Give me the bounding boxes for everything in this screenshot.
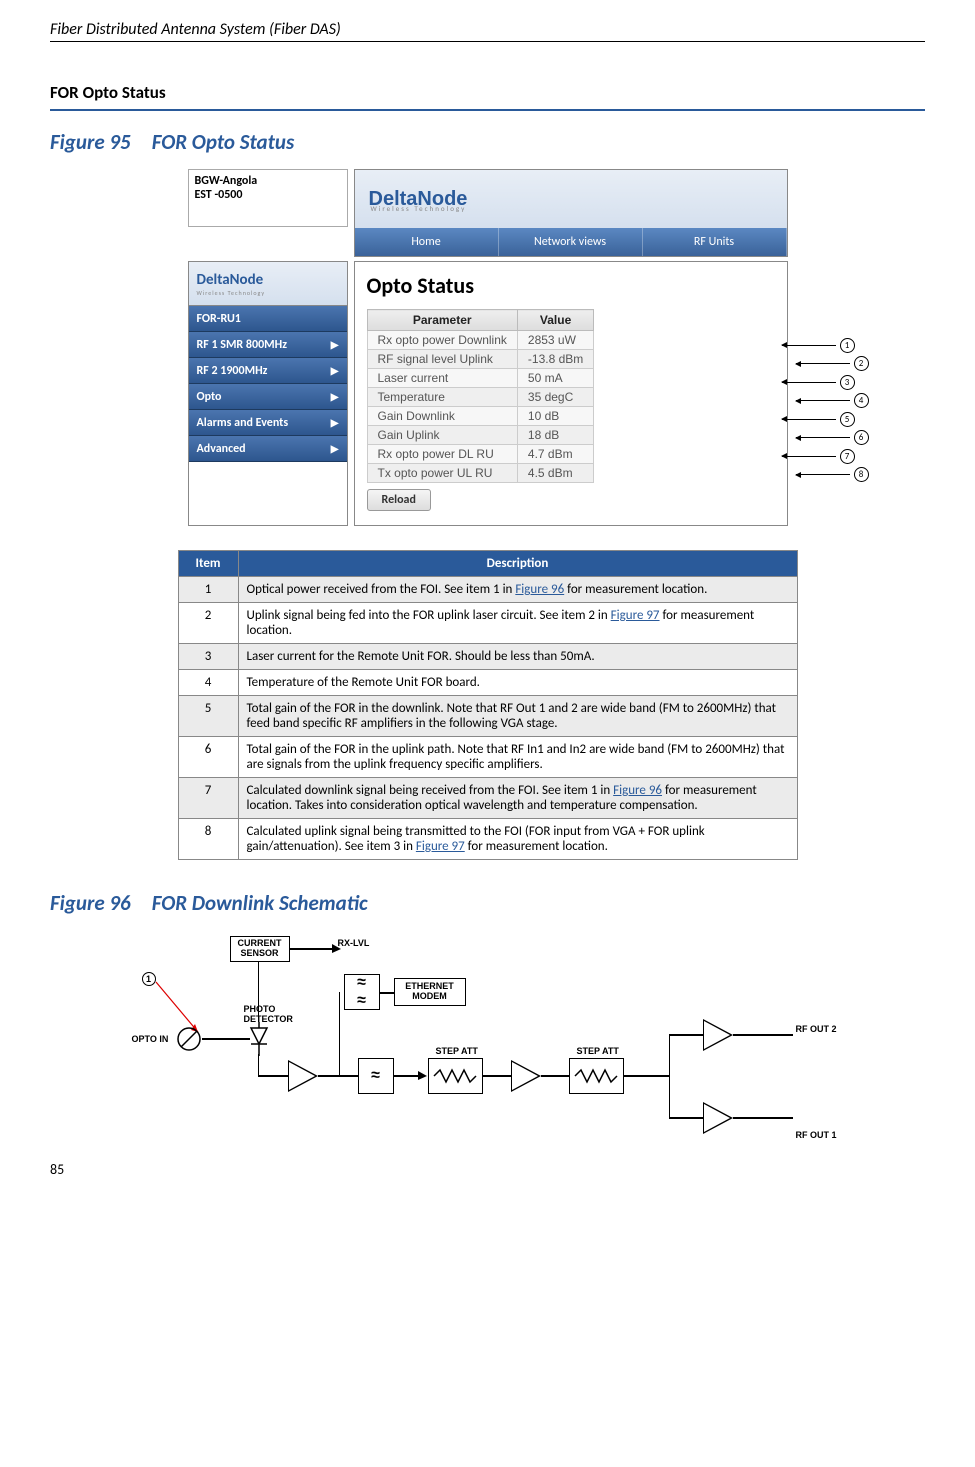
table-row: Tx opto power UL RU4.5 dBm <box>367 464 594 483</box>
table-row: Gain Downlink10 dB <box>367 407 594 426</box>
screenshot-region: BGW-Angola EST -0500 DeltaNode Wireless … <box>188 169 788 526</box>
table-row: 2Uplink signal being fed into the FOR up… <box>178 603 797 644</box>
sidebar-logo: DeltaNode Wireless Technology <box>189 262 347 306</box>
ethernet-modem-box: ETHERNET MODEM <box>394 978 466 1006</box>
rx-lvl-label: RX-LVL <box>338 938 370 948</box>
clock-line2: EST -0500 <box>195 188 341 202</box>
table-row: 3Laser current for the Remote Unit FOR. … <box>178 644 797 670</box>
callout: 2 <box>796 355 869 374</box>
nav-network[interactable]: Network views <box>499 228 643 256</box>
col-parameter: Parameter <box>367 310 517 331</box>
table-row: 5Total gain of the FOR in the downlink. … <box>178 696 797 737</box>
clock-box: BGW-Angola EST -0500 <box>188 169 348 227</box>
rf-out-2-label: RF OUT 2 <box>796 1024 837 1034</box>
panel-title: Opto Status <box>367 272 775 299</box>
schematic: 1 OPTO IN PHOTO DETECTOR CURRENT SENSOR … <box>128 930 848 1160</box>
rf-out-1-label: RF OUT 1 <box>796 1130 837 1140</box>
reload-button[interactable]: Reload <box>367 489 431 511</box>
sidebar-item[interactable]: RF 1 SMR 800MHz▶ <box>189 332 347 358</box>
callout: 3 <box>782 373 869 392</box>
table-row: 1Optical power received from the FOI. Se… <box>178 577 797 603</box>
clock-line1: BGW-Angola <box>195 174 341 188</box>
filter-lower: ≈ <box>358 1058 394 1094</box>
sidebar-logo-sub: Wireless Technology <box>197 289 347 297</box>
step-att-2 <box>569 1058 624 1094</box>
table-row: 4Temperature of the Remote Unit FOR boar… <box>178 670 797 696</box>
nav-rf[interactable]: RF Units <box>643 228 787 256</box>
figure-link[interactable]: Figure 96 <box>613 783 662 798</box>
filter-upper: ≈≈ <box>344 974 380 1010</box>
logo-sub: Wireless Technology <box>371 204 467 213</box>
col-value: Value <box>517 310 593 331</box>
figure-link[interactable]: Figure 96 <box>515 582 564 597</box>
callout: 1 <box>782 336 869 355</box>
page-number: 85 <box>50 1161 64 1178</box>
opto-in-label: OPTO IN <box>132 1034 169 1044</box>
table-row: 7Calculated downlink signal being receiv… <box>178 778 797 819</box>
table-row: Rx opto power DL RU4.7 dBm <box>367 445 594 464</box>
doc-title: Fiber Distributed Antenna System (Fiber … <box>50 20 925 42</box>
step-att-2-label: STEP ATT <box>577 1046 619 1056</box>
figure-link[interactable]: Figure 97 <box>416 839 465 854</box>
sidebar-item[interactable]: Opto▶ <box>189 384 347 410</box>
callout: 6 <box>796 429 869 448</box>
banner: DeltaNode Wireless Technology <box>355 170 787 228</box>
description-table: Item Description 1Optical power received… <box>178 550 798 860</box>
sidebar-item[interactable]: Alarms and Events▶ <box>189 410 347 436</box>
main-panel: Opto Status Parameter Value Rx opto powe… <box>354 261 788 526</box>
figure-96-caption: Figure 96 FOR Downlink Schematic <box>50 890 925 916</box>
callout: 8 <box>796 466 869 485</box>
callout: 7 <box>782 447 869 466</box>
section-header: FOR Opto Status <box>50 82 925 111</box>
step-att-1-label: STEP ATT <box>436 1046 478 1056</box>
callout: 5 <box>782 410 869 429</box>
marker-num: 1 <box>146 974 151 984</box>
sidebar-item[interactable]: Advanced▶ <box>189 436 347 462</box>
step-att-1 <box>428 1058 483 1094</box>
table-row: Temperature35 degC <box>367 388 594 407</box>
nav-home[interactable]: Home <box>355 228 499 256</box>
photo-detector-label: PHOTO DETECTOR <box>244 1004 293 1024</box>
table-row: 6Total gain of the FOR in the uplink pat… <box>178 737 797 778</box>
desc-col-item: Item <box>178 551 238 577</box>
table-row: Gain Uplink18 dB <box>367 426 594 445</box>
table-row: Rx opto power Downlink2853 uW <box>367 331 594 350</box>
sidebar: DeltaNode Wireless Technology FOR-RU1RF … <box>188 261 348 526</box>
table-row: Laser current50 mA <box>367 369 594 388</box>
callout: 4 <box>796 392 869 411</box>
current-sensor-box: CURRENT SENSOR <box>230 936 290 962</box>
sidebar-logo-text: DeltaNode <box>197 271 347 289</box>
table-row: RF signal level Uplink-13.8 dBm <box>367 350 594 369</box>
figure-link[interactable]: Figure 97 <box>611 608 660 623</box>
table-row: 8Calculated uplink signal being transmit… <box>178 819 797 860</box>
opto-table: Parameter Value Rx opto power Downlink28… <box>367 309 595 483</box>
sidebar-item[interactable]: FOR-RU1 <box>189 306 347 332</box>
sidebar-item[interactable]: RF 2 1900MHz▶ <box>189 358 347 384</box>
desc-col-description: Description <box>238 551 797 577</box>
figure-95-caption: Figure 95 FOR Opto Status <box>50 129 925 155</box>
